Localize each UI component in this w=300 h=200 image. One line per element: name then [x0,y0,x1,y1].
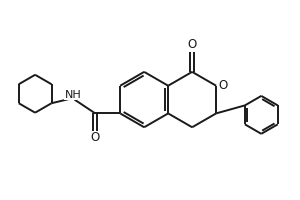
Text: NH: NH [65,90,81,100]
Text: O: O [91,131,100,144]
Text: O: O [188,38,197,51]
Text: O: O [218,79,227,92]
